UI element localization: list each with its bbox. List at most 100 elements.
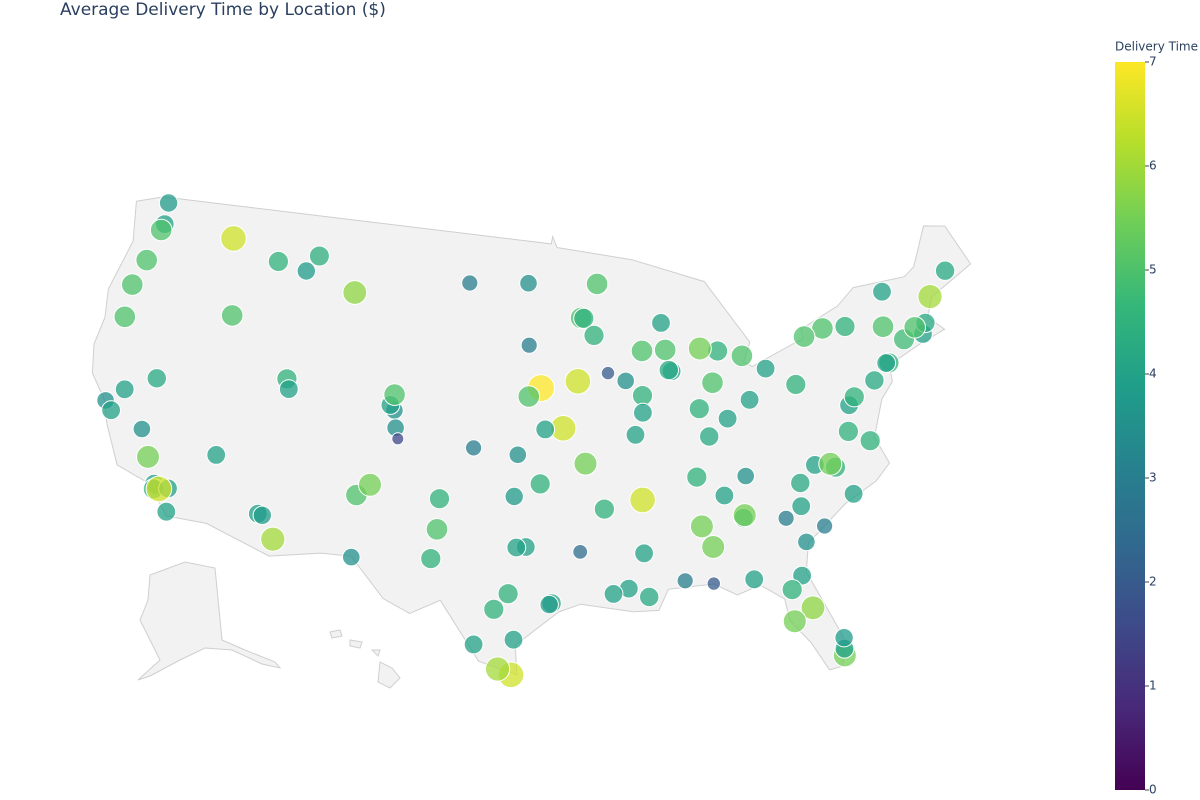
location-marker [497, 583, 519, 605]
location-marker [296, 261, 316, 281]
location-marker [934, 260, 956, 281]
location-marker [391, 432, 405, 446]
location-marker [529, 473, 551, 495]
location-marker [837, 420, 860, 442]
location-marker [463, 634, 484, 655]
location-marker [876, 353, 897, 373]
location-marker [593, 498, 616, 520]
colorbar-title: Delivery Time [1115, 40, 1198, 54]
location-marker [755, 358, 776, 379]
location-marker [792, 565, 812, 586]
location-marker [428, 488, 451, 510]
location-marker [686, 466, 708, 488]
location-marker [872, 281, 892, 302]
location-marker [730, 344, 754, 368]
location-marker [342, 280, 368, 305]
location-marker [781, 579, 803, 601]
location-marker [834, 315, 856, 338]
location-marker [504, 486, 524, 507]
location-marker [158, 193, 179, 213]
location-marker [717, 408, 738, 429]
location-marker [864, 370, 885, 391]
location-marker [573, 307, 595, 329]
location-marker [917, 284, 943, 310]
location-marker [834, 628, 854, 648]
location-marker [706, 576, 721, 591]
location-marker [688, 398, 710, 420]
location-marker [573, 451, 598, 476]
location-marker [508, 445, 528, 465]
location-marker [777, 509, 795, 527]
location-marker [260, 526, 286, 552]
location-marker [785, 373, 807, 396]
colorbar-tick-label: 4 [1149, 367, 1157, 381]
hawaii [329, 629, 401, 689]
location-marker [653, 338, 677, 362]
colorbar-tick-label: 5 [1149, 263, 1157, 277]
location-marker [782, 609, 807, 634]
location-marker [121, 273, 144, 296]
location-marker [539, 594, 559, 615]
location-marker [739, 389, 760, 410]
colorbar-tick-label: 7 [1149, 55, 1157, 69]
location-marker [535, 419, 556, 440]
location-marker [633, 402, 653, 423]
location-marker [871, 315, 895, 339]
colorbar-tick-label: 0 [1149, 783, 1157, 797]
location-marker [603, 584, 624, 604]
location-marker [689, 514, 714, 539]
markers [96, 193, 956, 689]
location-marker [629, 486, 656, 514]
location-marker [146, 368, 168, 389]
location-marker [859, 430, 881, 452]
location-marker [342, 547, 361, 567]
location-marker [676, 572, 694, 590]
location-marker [220, 225, 247, 252]
location-marker [714, 485, 735, 506]
location-marker [149, 218, 173, 242]
location-marker [616, 371, 636, 391]
location-marker [634, 543, 654, 564]
location-marker [503, 629, 524, 650]
location-marker [630, 339, 654, 363]
location-marker [483, 598, 505, 620]
location-marker [736, 466, 756, 486]
location-marker [583, 324, 605, 346]
location-marker [267, 250, 289, 273]
location-marker [114, 379, 135, 400]
location-marker [383, 383, 406, 406]
location-marker [564, 368, 592, 395]
location-marker [136, 444, 160, 469]
land [91, 196, 972, 689]
location-marker [600, 365, 616, 381]
location-marker [631, 385, 654, 407]
location-marker [252, 505, 272, 525]
location-marker [701, 371, 724, 395]
location-marker [639, 586, 660, 608]
location-marker [156, 501, 177, 522]
location-marker [278, 379, 299, 400]
location-marker [572, 544, 589, 560]
location-marker [101, 400, 121, 421]
location-marker [903, 316, 927, 339]
location-marker [220, 304, 244, 327]
location-marker [791, 496, 812, 517]
alaska [137, 561, 282, 681]
location-marker [206, 445, 227, 465]
location-marker [651, 313, 671, 333]
location-marker [792, 325, 816, 348]
location-marker [732, 503, 757, 528]
location-marker [308, 245, 330, 267]
location-marker [113, 305, 137, 329]
location-marker [843, 483, 864, 504]
colorbar-tick-label: 2 [1149, 575, 1157, 589]
location-marker [132, 419, 152, 439]
location-marker [701, 535, 726, 559]
location-marker [461, 274, 479, 292]
colorbar-tick-label: 1 [1149, 679, 1157, 693]
colorbar [1115, 62, 1145, 790]
location-marker [358, 472, 382, 497]
location-marker [420, 548, 442, 570]
location-marker [797, 532, 816, 552]
